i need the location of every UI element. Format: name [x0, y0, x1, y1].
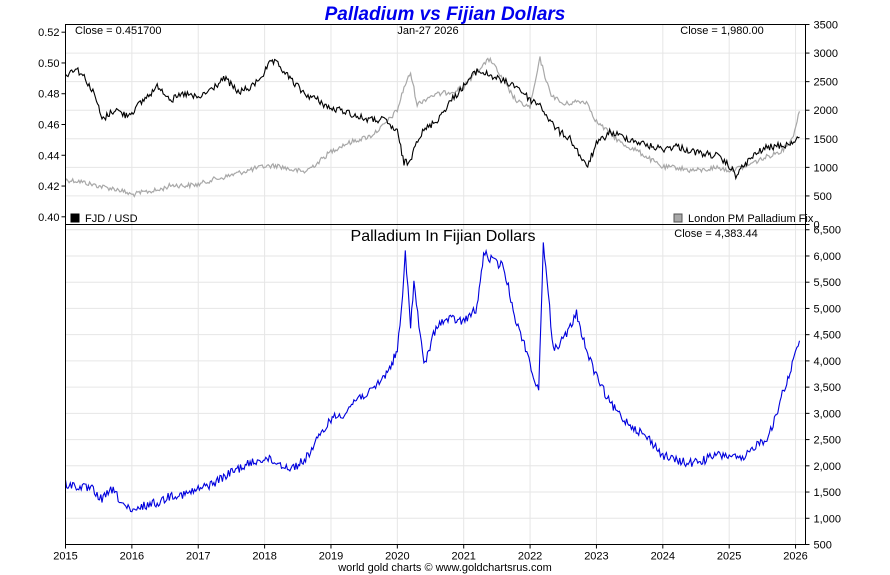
x-tick-label-4: 2019: [319, 551, 343, 563]
x-tick-label-11: 2026: [783, 551, 807, 563]
bottom-right-tick-label-1: 1,000: [814, 513, 842, 525]
x-tick-label-9: 2024: [651, 551, 675, 563]
bottom-right-tick-label-6: 3,500: [814, 382, 842, 394]
bottom-right-tick-label-5: 3,000: [814, 408, 842, 420]
top-panel-frame: [65, 24, 806, 225]
top-left-axis: 0.40 0.42 0.44 0.46 0.48 0.50 0.52: [38, 27, 66, 224]
legend-fjd-label: FJD / USD: [85, 213, 138, 225]
top-left-tick-label-1: 0.42: [38, 181, 59, 193]
bottom-right-tick-label-11: 6,000: [814, 251, 842, 263]
top-left-tick-label-6: 0.52: [38, 27, 59, 39]
x-tick-label-8: 2023: [584, 551, 608, 563]
series-palladium-usd: [65, 56, 801, 198]
bottom-right-tick-label-9: 5,000: [814, 303, 842, 315]
footer-credit: world gold charts © www.goldchartsrus.co…: [337, 562, 552, 574]
top-series-group: [65, 56, 801, 198]
bottom-title: Palladium In Fijian Dollars: [351, 228, 536, 245]
bottom-right-tick-label-3: 2,000: [814, 461, 842, 473]
legend-pd-label: London PM Palladium Fix: [688, 213, 814, 225]
top-right-tick-label-7: 3500: [814, 20, 838, 32]
chart-title: Palladium vs Fijian Dollars: [325, 4, 566, 25]
top-left-tick-label-5: 0.50: [38, 58, 59, 70]
top-close-right: Close = 1,980.00: [680, 25, 763, 37]
bottom-right-axis: 500 1,000 1,500 2,000 2,500 3,000 3,500 4,000 4,…: [805, 225, 842, 552]
x-tick-label-10: 2025: [717, 551, 741, 563]
top-left-tick-label-3: 0.46: [38, 120, 59, 132]
grid-bot: [65, 224, 806, 545]
bottom-series-group: [64, 242, 801, 513]
bottom-right-tick-label-2: 1,500: [814, 487, 842, 499]
x-tick-label-0: 2015: [53, 551, 77, 563]
x-tick-label-2: 2017: [186, 551, 210, 563]
top-right-tick-label-6: 3000: [814, 48, 838, 60]
top-date-label: Jan-27 2026: [397, 25, 458, 37]
top-right-tick-label-4: 2000: [814, 105, 838, 117]
x-tick-label-7: 2022: [518, 551, 542, 563]
bottom-close-right: Close = 4,383.44: [674, 228, 757, 240]
top-right-tick-label-3: 1500: [814, 134, 838, 146]
bottom-panel-frame: [65, 224, 806, 545]
bottom-right-tick-label-0: 500: [814, 540, 832, 552]
top-left-tick-label-4: 0.48: [38, 89, 59, 101]
x-axis: 2015 2016 2017 2018 2019 2020 2021 2022 2023 2024…: [53, 544, 808, 563]
x-tick-label-5: 2020: [385, 551, 409, 563]
top-left-tick-label-2: 0.44: [38, 150, 59, 162]
x-tick-label-6: 2021: [451, 551, 475, 563]
grid-top: [65, 24, 806, 225]
x-tick-label-1: 2016: [120, 551, 144, 563]
top-right-tick-label-0: 0: [814, 220, 820, 232]
top-left-tick-label-0: 0.40: [38, 212, 59, 224]
top-right-tick-label-5: 2500: [814, 77, 838, 89]
top-close-left: Close = 0.451700: [75, 25, 162, 37]
bottom-right-tick-label-10: 5,500: [814, 277, 842, 289]
x-tick-label-3: 2018: [252, 551, 276, 563]
top-right-axis: 0 500 1000 1500 2000 2500 3000 3500: [805, 20, 838, 232]
series-palladium-fjd: [64, 242, 801, 513]
series-fjd-usd: [65, 58, 800, 181]
top-right-tick-label-1: 500: [814, 191, 832, 203]
top-right-tick-label-2: 1000: [814, 162, 838, 174]
legend-pd-swatch: [673, 213, 683, 223]
bottom-right-tick-label-12: 6,500: [814, 225, 842, 237]
legend-fjd-swatch: [70, 213, 80, 223]
bottom-right-tick-label-7: 4,000: [814, 356, 842, 368]
bottom-right-tick-label-4: 2,500: [814, 435, 842, 447]
bottom-right-tick-label-8: 4,500: [814, 330, 842, 342]
